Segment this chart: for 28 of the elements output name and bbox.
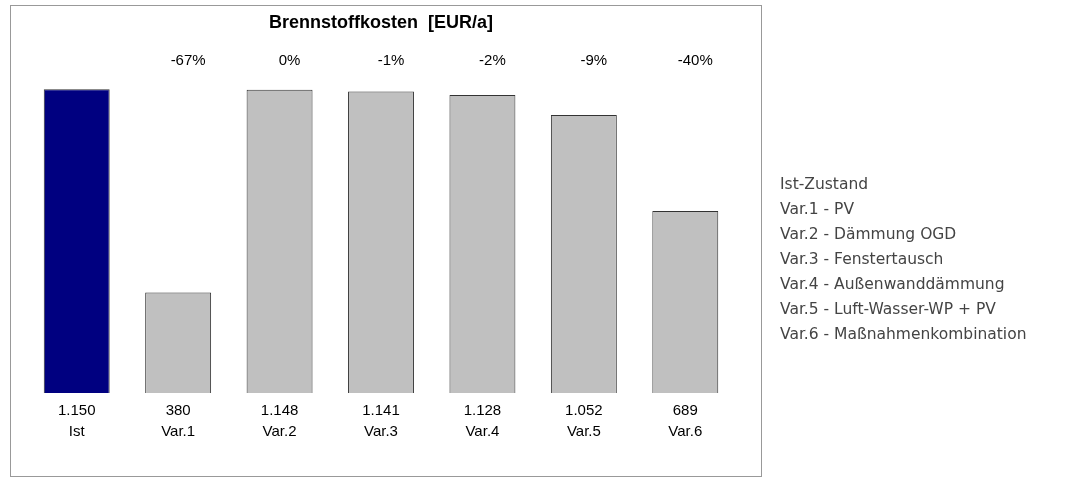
text: -67% (170, 50, 206, 68)
data-label: 1.141 (362, 400, 400, 418)
text: 0% (278, 50, 301, 68)
x-tick-label: Ist (68, 422, 86, 440)
data-label: 1.148 (260, 400, 299, 418)
text: Var.1 - PV (780, 199, 856, 220)
data-label: 689 (672, 400, 698, 418)
text: -9% (580, 50, 608, 68)
x-tick-label: Var.1 (161, 422, 196, 440)
x-tick-label: Var.2 (262, 422, 297, 440)
text: Var.3 - Fenstertausch (780, 249, 945, 270)
data-label: 1.052 (565, 400, 603, 418)
data-label: 380 (165, 400, 191, 418)
data-label: 1.128 (463, 400, 502, 418)
text: -40% (677, 50, 713, 68)
text: Ist-Zustand (780, 174, 870, 195)
text: Var.4 - Außenwanddämmung (780, 274, 1006, 295)
text: -1% (377, 50, 405, 68)
text: -2% (479, 50, 506, 68)
x-tick-label: Var.4 (465, 422, 500, 440)
chart-title: Brennstoffkosten [EUR/a] (268, 11, 494, 32)
x-tick-label: Var.5 (566, 422, 601, 440)
text: Var.2 - Dämmung OGD (780, 224, 958, 245)
x-tick-label: Var.3 (364, 422, 398, 440)
x-tick-label: Var.6 (668, 422, 703, 440)
text: Var.5 - Luft-Wasser-WP + PV (780, 299, 997, 320)
data-label: 1.150 (57, 400, 96, 418)
text: Var.6 - Maßnahmenkombination (780, 324, 1028, 345)
